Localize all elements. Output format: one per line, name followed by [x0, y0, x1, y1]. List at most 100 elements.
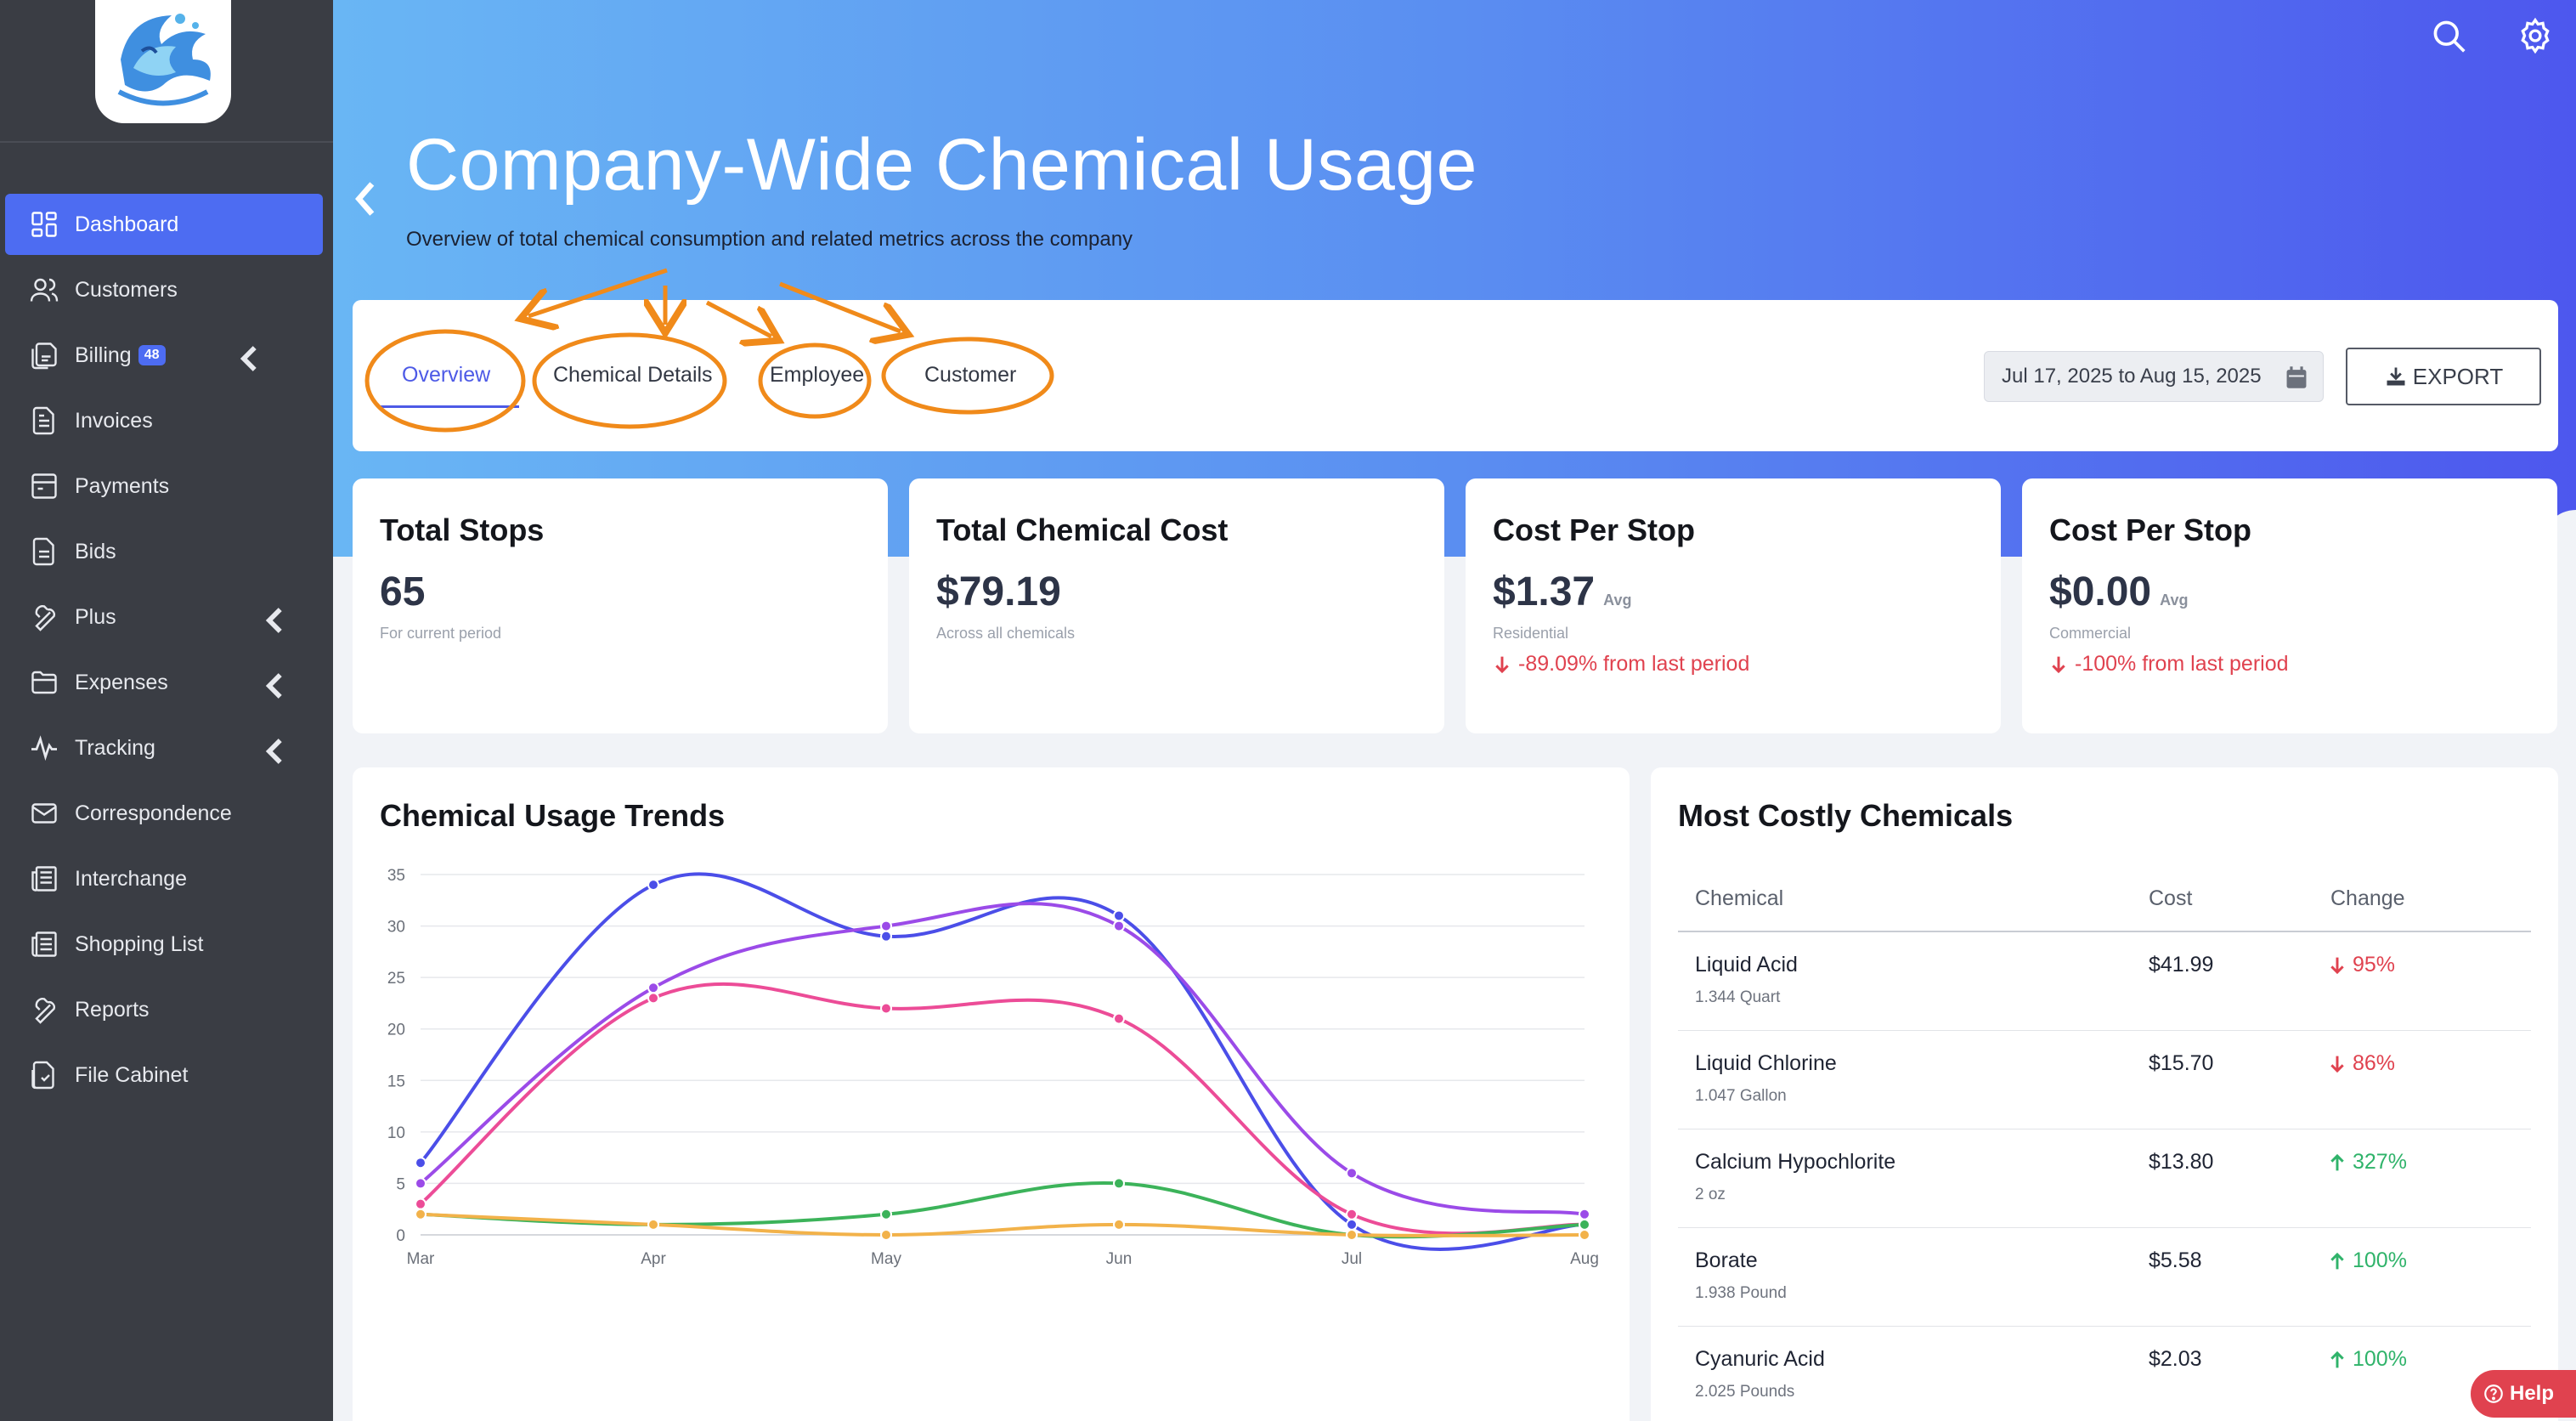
sidebar-item-file-cabinet[interactable]: File Cabinet: [5, 1045, 323, 1106]
data-point: [1346, 1167, 1358, 1180]
sidebar-item-tracking[interactable]: Tracking: [5, 717, 323, 778]
sidebar-item-billing[interactable]: Billing 48: [5, 325, 323, 386]
stat-change: -100% from last period: [2049, 652, 2289, 677]
users-icon: [30, 278, 59, 302]
data-point: [1346, 1229, 1358, 1241]
sidebar-item-correspondence[interactable]: Correspondence: [5, 783, 323, 844]
date-range-value: Jul 17, 2025 to Aug 15, 2025: [2002, 365, 2262, 388]
sidebar-item-dashboard[interactable]: Dashboard: [5, 194, 323, 255]
gear-icon[interactable]: [2517, 17, 2554, 54]
header-divider: [1678, 931, 2531, 932]
sidebar-item-expenses[interactable]: Expenses: [5, 652, 323, 713]
sidebar-item-plus[interactable]: Plus: [5, 586, 323, 648]
stat-card-cost-per-stop-residential: Cost Per Stop $1.37 Avg Residential -89.0…: [1466, 478, 2001, 733]
sidebar-item-shopping-list[interactable]: Shopping List: [5, 914, 323, 975]
stat-note: Residential: [1493, 625, 1569, 642]
sidebar-item-invoices[interactable]: Invoices: [5, 390, 323, 451]
tab-employee[interactable]: Employee: [770, 363, 865, 387]
stat-value: 65: [380, 569, 425, 615]
data-point: [1113, 920, 1125, 932]
chevron-left-icon: [240, 346, 257, 371]
stat-avg-label: Avg: [2160, 592, 2189, 609]
y-tick-label: 10: [387, 1124, 405, 1142]
search-icon[interactable]: [2430, 17, 2467, 54]
sidebar-item-bids[interactable]: Bids: [5, 521, 323, 582]
data-point: [1113, 1218, 1125, 1231]
data-point: [647, 992, 659, 1005]
usage-line-chart: 0 5 10 15 20 25 30 35 Mar Apr May Jun Jul Aug: [387, 867, 1599, 1268]
sidebar-nav: Dashboard Customers Billing 48 Invoices …: [0, 194, 333, 1110]
series-line: [419, 902, 1585, 1216]
chemical-quantity: 1.047 Gallon: [1695, 1087, 1787, 1105]
billing-count-badge: 48: [138, 345, 166, 365]
company-logo[interactable]: [95, 0, 231, 123]
stat-value-text: $0.00: [2049, 569, 2152, 614]
x-tick-label: Apr: [641, 1250, 666, 1268]
date-range-picker[interactable]: Jul 17, 2025 to Aug 15, 2025: [1984, 351, 2324, 402]
chart-title: Chemical Usage Trends: [380, 798, 726, 833]
stat-avg-label: Avg: [1603, 592, 1632, 609]
data-point: [880, 1002, 892, 1015]
stat-change-text: -100% from last period: [2075, 652, 2289, 676]
chemical-quantity: 1.344 Quart: [1695, 988, 1781, 1006]
x-tick-label: Jun: [1106, 1250, 1133, 1268]
arrow-down-icon: [1495, 656, 1509, 673]
sidebar-item-label: Bids: [75, 539, 116, 563]
invoice-icon: [32, 406, 54, 435]
stat-note: For current period: [380, 625, 502, 642]
data-point: [1346, 1208, 1358, 1220]
calendar-icon[interactable]: [2285, 365, 2308, 389]
chemical-name: Cyanuric Acid: [1695, 1347, 1825, 1371]
stat-value-text: $79.19: [936, 569, 1061, 614]
sidebar-item-interchange[interactable]: Interchange: [5, 848, 323, 909]
stat-note: Across all chemicals: [936, 625, 1076, 642]
chevron-left-icon: [265, 673, 282, 699]
bids-icon: [32, 537, 54, 566]
table-row[interactable]: Calcium Hypochlorite 2 oz $13.80 327%: [1678, 1129, 2531, 1228]
table-row[interactable]: Cyanuric Acid 2.025 Pounds $2.03 100%: [1678, 1327, 2531, 1421]
data-point: [415, 1197, 427, 1210]
table-row[interactable]: Liquid Acid 1.344 Quart $41.99 95%: [1678, 932, 2531, 1031]
tabs-card: Overview Chemical Details Employee Custo…: [353, 300, 2558, 451]
chemical-name: Liquid Acid: [1695, 953, 1798, 977]
stat-change-text: -89.09% from last period: [1518, 652, 1750, 676]
table-row[interactable]: Liquid Chlorine 1.047 Gallon $15.70 86%: [1678, 1031, 2531, 1129]
chemical-usage-trends-card: Chemical Usage Trends 0 5 10 15 20 25 30 35 Mar A…: [353, 767, 1630, 1421]
table-title: Most Costly Chemicals: [1678, 798, 2014, 833]
x-tick-label: Aug: [1570, 1250, 1599, 1268]
chemical-change: 86%: [2329, 1051, 2395, 1076]
chemical-change-value: 327%: [2353, 1150, 2407, 1174]
y-tick-label: 30: [387, 919, 405, 937]
back-chevron-icon[interactable]: [352, 180, 377, 218]
export-button[interactable]: EXPORT: [2346, 348, 2541, 405]
tab-customer[interactable]: Customer: [924, 363, 1017, 387]
sidebar-item-payments[interactable]: Payments: [5, 456, 323, 517]
sidebar-item-label: Payments: [75, 473, 170, 498]
chemical-change-value: 100%: [2353, 1248, 2407, 1272]
page-title: Company-Wide Chemical Usage: [406, 124, 1477, 206]
table-row[interactable]: Borate 1.938 Pound $5.58 100%: [1678, 1228, 2531, 1327]
list-icon: [31, 931, 57, 957]
chemical-cost: $15.70: [2149, 1051, 2214, 1075]
tab-overview[interactable]: Overview: [402, 363, 491, 387]
sidebar-item-customers[interactable]: Customers: [5, 259, 323, 320]
page-header-banner: [333, 0, 2576, 557]
tab-chemical-details[interactable]: Chemical Details: [553, 363, 713, 387]
chemical-cost: $5.58: [2149, 1248, 2202, 1272]
data-point: [1579, 1229, 1590, 1241]
sidebar-item-reports[interactable]: Reports: [5, 979, 323, 1040]
x-tick-label: Jul: [1342, 1250, 1362, 1268]
arrow-down-icon: [2330, 957, 2344, 974]
chemical-change: 327%: [2329, 1150, 2407, 1175]
sidebar-item-label: Dashboard: [75, 212, 179, 236]
arrow-up-icon: [2330, 1252, 2344, 1269]
stat-title: Total Stops: [380, 512, 545, 547]
stat-change: -89.09% from last period: [1493, 652, 1749, 677]
series-line: [419, 982, 1585, 1236]
data-point: [880, 1208, 892, 1220]
stat-value: $0.00 Avg: [2049, 569, 2188, 615]
help-button[interactable]: Help: [2471, 1370, 2576, 1418]
chemical-name: Liquid Chlorine: [1695, 1051, 1837, 1075]
data-point: [1113, 1012, 1125, 1025]
y-tick-label: 25: [387, 970, 405, 988]
